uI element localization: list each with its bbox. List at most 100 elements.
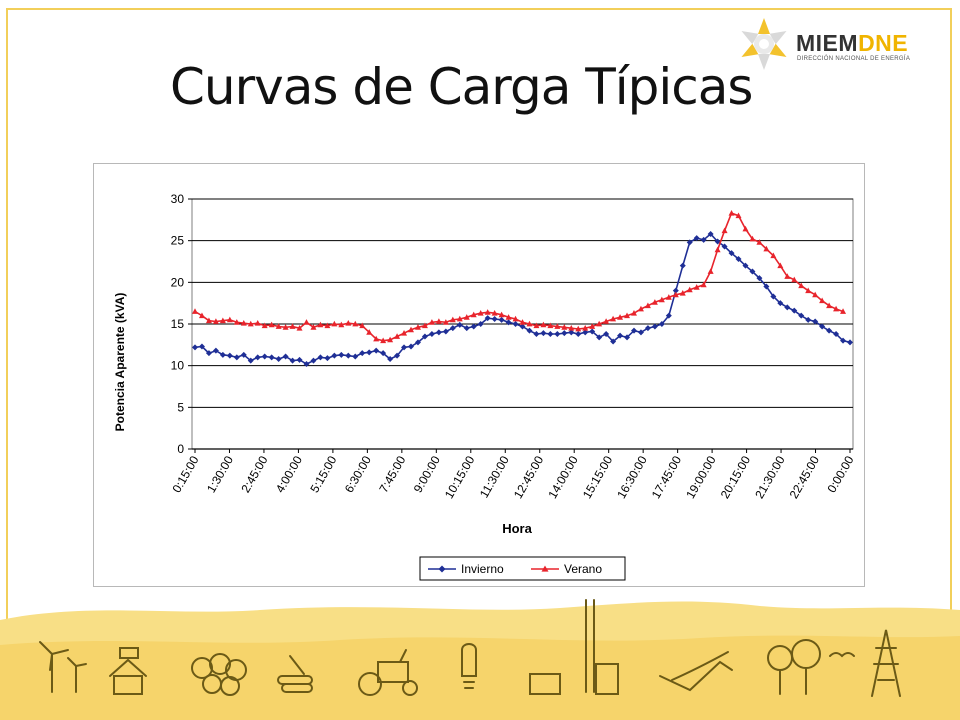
data-point: [247, 357, 254, 364]
data-point: [728, 250, 735, 257]
data-point: [679, 289, 686, 296]
data-point: [672, 291, 679, 298]
series-line: [194, 212, 844, 342]
data-point: [575, 325, 582, 332]
data-point: [380, 337, 387, 344]
data-point: [226, 316, 233, 323]
data-point: [777, 300, 784, 307]
y-tick-label: 5: [177, 400, 184, 414]
data-point: [247, 320, 254, 327]
data-point: [421, 333, 428, 340]
data-point: [533, 331, 540, 337]
data-point: [470, 311, 477, 318]
wind-turbine-icon: [39, 641, 87, 693]
x-tick-label: 7:45:00: [376, 453, 408, 495]
data-point: [254, 319, 261, 326]
x-tick-label: 11:30:00: [477, 453, 512, 500]
power-tower-icon: [871, 629, 901, 697]
x-tick-label: 4:00:00: [273, 453, 305, 495]
data-point: [756, 239, 763, 245]
data-point: [840, 337, 847, 344]
x-tick-label: 19:00:00: [683, 453, 719, 501]
x-tick-label: 0:00:00: [824, 453, 856, 495]
data-point: [219, 351, 226, 358]
data-point: [700, 236, 707, 243]
data-point: [442, 328, 449, 335]
data-point: [784, 304, 791, 311]
data-point: [721, 243, 728, 250]
data-point: [338, 321, 345, 328]
data-point: [268, 321, 275, 328]
data-point: [359, 322, 366, 329]
x-axis-ticks: 0:15:00 1:30:00 2:45:00 4:00:00 5:15:00 6:30:…: [169, 449, 857, 501]
data-point: [401, 329, 408, 336]
y-tick-label: 10: [171, 359, 185, 373]
data-point: [826, 302, 833, 309]
data-point: [526, 327, 533, 334]
biomass-icon: [191, 653, 247, 696]
legend-item-verano: Verano: [531, 562, 602, 576]
data-point: [198, 312, 205, 319]
data-point: [847, 339, 853, 346]
x-tick-label: 12:45:00: [511, 453, 547, 501]
data-point: [212, 318, 219, 324]
data-point: [254, 354, 261, 361]
x-tick-label: 14:00:00: [545, 453, 581, 501]
data-point: [484, 309, 491, 315]
data-point: [491, 316, 498, 322]
data-point: [686, 286, 693, 293]
data-point: [317, 321, 324, 328]
data-point: [589, 328, 596, 335]
x-tick-label: 6:30:00: [342, 453, 374, 495]
y-tick-label: 15: [171, 317, 185, 331]
data-point: [408, 326, 415, 333]
data-point: [547, 331, 554, 337]
data-point: [470, 323, 477, 330]
data-point: [414, 339, 421, 346]
data-point: [324, 355, 331, 362]
data-point: [456, 321, 463, 328]
data-point: [408, 343, 415, 350]
logo-wordmark: MIEMDNE: [796, 30, 909, 56]
data-point: [484, 315, 491, 322]
logo-subtitle: DIRECCIÓN NACIONAL DE ENERGÍA: [797, 56, 911, 62]
tractor-icon: [358, 649, 418, 696]
data-point: [568, 329, 575, 336]
data-point: [630, 327, 637, 334]
data-point: [596, 334, 603, 341]
data-point: [665, 312, 672, 319]
data-point: [812, 291, 819, 298]
data-point: [498, 316, 505, 323]
chart-series: [192, 209, 853, 367]
factory-icon: [529, 599, 619, 695]
data-point: [658, 321, 665, 327]
data-point: [275, 356, 282, 362]
data-point: [798, 282, 805, 289]
slide-title: Curvas de Carga Típicas: [170, 58, 753, 116]
trees-icon: [767, 639, 855, 695]
data-point: [456, 315, 463, 322]
data-point: [219, 317, 226, 324]
data-point: [282, 324, 289, 330]
x-axis-label: Hora: [502, 521, 532, 536]
data-point: [505, 319, 512, 326]
data-point: [414, 324, 421, 330]
data-point: [338, 351, 345, 358]
light-bulb-icon: [461, 643, 477, 689]
legend-label: Invierno: [461, 562, 504, 576]
data-point: [268, 354, 275, 361]
x-tick-label: 16:30:00: [614, 453, 650, 501]
data-point: [665, 294, 672, 300]
data-point: [819, 323, 826, 330]
data-point: [289, 323, 296, 329]
data-point: [603, 331, 610, 337]
data-point: [303, 361, 310, 367]
data-point: [679, 262, 686, 269]
data-point: [805, 316, 812, 323]
data-point: [805, 287, 812, 294]
x-tick-label: 17:45:00: [649, 453, 685, 501]
data-point: [554, 323, 561, 329]
data-point: [192, 308, 198, 314]
data-point: [421, 322, 428, 329]
data-point: [554, 331, 561, 337]
